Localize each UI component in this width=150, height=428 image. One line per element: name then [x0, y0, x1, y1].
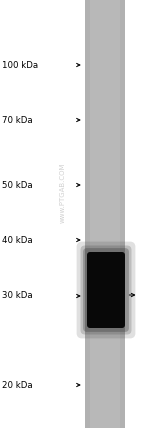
Text: 40 kDa: 40 kDa [2, 235, 33, 244]
FancyBboxPatch shape [83, 248, 129, 332]
Text: 50 kDa: 50 kDa [2, 181, 33, 190]
Text: 70 kDa: 70 kDa [2, 116, 33, 125]
Bar [85, 0, 90, 428]
Text: 20 kDa: 20 kDa [2, 380, 33, 389]
FancyBboxPatch shape [87, 252, 125, 328]
Text: www.PTGAB.COM: www.PTGAB.COM [60, 162, 66, 223]
Text: 30 kDa: 30 kDa [2, 291, 33, 300]
FancyBboxPatch shape [81, 246, 132, 335]
Text: 100 kDa: 100 kDa [2, 60, 38, 69]
Bar [85, 0, 124, 428]
Bar [120, 0, 124, 428]
FancyBboxPatch shape [77, 241, 135, 339]
